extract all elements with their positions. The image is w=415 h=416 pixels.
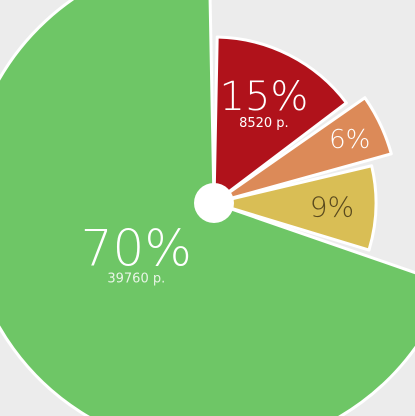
slice-percent-label: 15%	[219, 74, 308, 120]
slice-percent-label: 6%	[329, 125, 370, 155]
center-hole	[194, 183, 234, 223]
slice-percent-label: 9%	[310, 191, 354, 224]
pie-slice-6pct	[212, 96, 393, 205]
pie-slice-9pct	[212, 164, 378, 252]
slice-amount-label: 39760 р.	[107, 271, 165, 286]
pie-slice-15pct	[212, 35, 348, 205]
slice-percent-label: 70%	[81, 219, 192, 277]
slice-amount-label: 8520 р.	[239, 116, 289, 131]
